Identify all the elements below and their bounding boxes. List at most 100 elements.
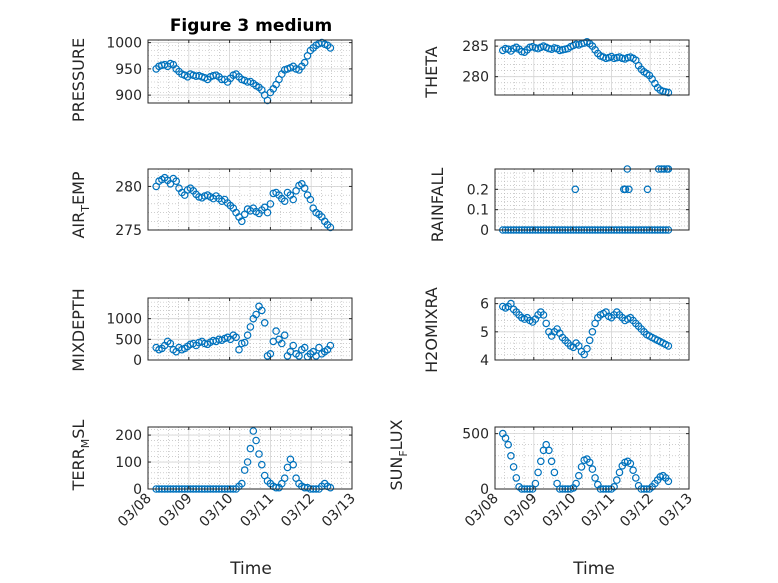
y-axis-label-air-temp-text: AIRTEMP <box>69 171 92 238</box>
air_temp-point <box>300 184 309 193</box>
mixdepth-point <box>235 345 243 354</box>
terr_msl-point <box>255 450 263 458</box>
sun_flux-point <box>509 463 518 471</box>
sun_flux-point <box>501 434 510 442</box>
terr_msl-point <box>240 466 249 474</box>
terr_msl-point <box>326 483 335 492</box>
terr_msl-x-tick-label: 03/09 <box>156 491 196 531</box>
air-temp-label-part1: AIR <box>69 212 88 239</box>
svg-text:H2OMIXRA: H2OMIXRA <box>422 287 441 373</box>
pressure-point <box>300 58 309 67</box>
sun_flux-point <box>507 451 515 460</box>
sun_flux-point <box>610 482 618 491</box>
svg-text:RAINFALL: RAINFALL <box>428 168 447 243</box>
h2omixra-point <box>585 336 594 345</box>
sun_flux-x-tick-label: 03/12 <box>617 491 657 531</box>
y-axis-label-sun-flux-text: SUNFLUX <box>387 419 410 490</box>
sun_flux-point <box>512 474 521 482</box>
terr_msl-point <box>280 474 289 483</box>
sun-flux-label-part1: SUN <box>387 457 406 491</box>
sun_flux-point <box>585 458 594 467</box>
sun_flux-point <box>577 463 586 471</box>
terr_msl-point <box>252 436 260 445</box>
h2omixra-y-tick-label: 4 <box>480 353 489 369</box>
terr-msl-label-part1: TERR <box>69 448 88 491</box>
terr_msl-point <box>238 479 246 488</box>
subplot-rainfall: 0 0.1 0.2 <box>467 165 690 239</box>
sun_flux-axes-box <box>494 426 690 490</box>
subplot-pressure: 900 950 1000 <box>106 36 353 105</box>
air-temp-label-part2: EMP <box>69 171 88 205</box>
air_temp-y-tick-label: 280 <box>115 179 142 195</box>
pressure-y-tick-label: 950 <box>115 62 142 78</box>
sun-flux-label-sub: F <box>397 450 410 456</box>
sun_flux-point <box>588 465 597 473</box>
h2omixra-axes-box <box>494 297 690 361</box>
sun_flux-point <box>615 468 624 477</box>
x-axis-label-left: Time <box>229 559 272 579</box>
terr_msl-y-tick-label: 100 <box>115 455 142 471</box>
rainfall-point <box>621 185 630 194</box>
figure-title: Figure 3 medium <box>170 16 332 36</box>
terr_msl-y-tick-label: 200 <box>115 428 142 444</box>
mixdepth-point <box>289 341 298 350</box>
mixdepth-point <box>243 331 252 340</box>
terr-msl-label-sub: M <box>79 439 92 449</box>
rainfall-y-tick-label: 0 <box>480 223 489 239</box>
terr_msl-point <box>246 444 255 453</box>
sun_flux-point <box>550 468 559 477</box>
terr_msl-point <box>249 427 258 435</box>
x-axis-label-right: Time <box>572 559 615 579</box>
mixdepth-y-tick-label: 1000 <box>106 312 142 328</box>
sun_flux-x-tick-label: 03/13 <box>656 491 696 531</box>
rainfall-point <box>625 185 633 194</box>
h2omixra-point <box>583 344 591 353</box>
sun_flux-point <box>574 471 583 480</box>
air_temp-y-tick-label: 275 <box>115 223 142 239</box>
air_temp-axes-box <box>147 168 353 231</box>
terr_msl-axes-box <box>147 426 353 490</box>
mixdepth-point <box>326 341 335 350</box>
sun_flux-point <box>626 459 635 468</box>
y-axis-label-air-temp: AIRTEMP <box>69 171 92 238</box>
sun_flux-point <box>664 477 673 486</box>
subplot-theta: 280 285 <box>462 37 690 97</box>
y-axis-label-rainfall: RAINFALL <box>428 168 447 243</box>
air_temp-point <box>306 195 315 204</box>
theta-y-tick-label: 280 <box>462 70 489 86</box>
h2omixra-y-tick-label: 6 <box>480 297 489 313</box>
terr_msl-y-tick-label: 0 <box>133 482 142 498</box>
h2omixra-point <box>664 342 673 350</box>
air_temp-point <box>289 195 298 204</box>
terr_msl-point <box>243 458 252 466</box>
mixdepth-point <box>277 339 286 348</box>
sun-flux-label-part2: LUX <box>387 419 406 450</box>
air_temp-point <box>266 200 275 208</box>
terr_msl-x-tick-label: 03/13 <box>319 491 359 531</box>
rainfall-point <box>643 185 652 194</box>
mixdepth-point <box>315 343 323 352</box>
mixdepth-point <box>166 339 175 348</box>
svg-text:MIXDEPTH: MIXDEPTH <box>69 288 88 371</box>
rainfall-axes-box <box>494 168 690 231</box>
pressure-point <box>326 44 335 52</box>
sun_flux-point <box>612 476 621 484</box>
terr_msl-x-tick-label: 03/11 <box>237 491 277 531</box>
sun_flux-point <box>545 446 553 455</box>
terr-msl-label-part2: SL <box>69 420 88 439</box>
terr_msl-x-tick-label: 03/10 <box>197 491 237 531</box>
mixdepth-point <box>257 306 266 315</box>
sun_flux-point <box>534 468 542 477</box>
terr_msl-x-tick-label: 03/12 <box>278 491 318 531</box>
air-temp-label-sub: T <box>79 205 92 213</box>
svg-text:PRESSURE: PRESSURE <box>69 38 88 122</box>
terr_msl-point <box>272 483 280 492</box>
sun_flux-point <box>531 479 540 488</box>
theta-point <box>664 88 673 97</box>
y-axis-label-terr-msl-text: TERRMSL <box>69 420 92 492</box>
h2omixra-point <box>539 311 548 319</box>
subplot-mixdepth: 0 500 1000 <box>106 297 353 369</box>
sun_flux-point <box>572 479 580 488</box>
y-axis-label-sun-flux: SUNFLUX <box>387 419 410 490</box>
